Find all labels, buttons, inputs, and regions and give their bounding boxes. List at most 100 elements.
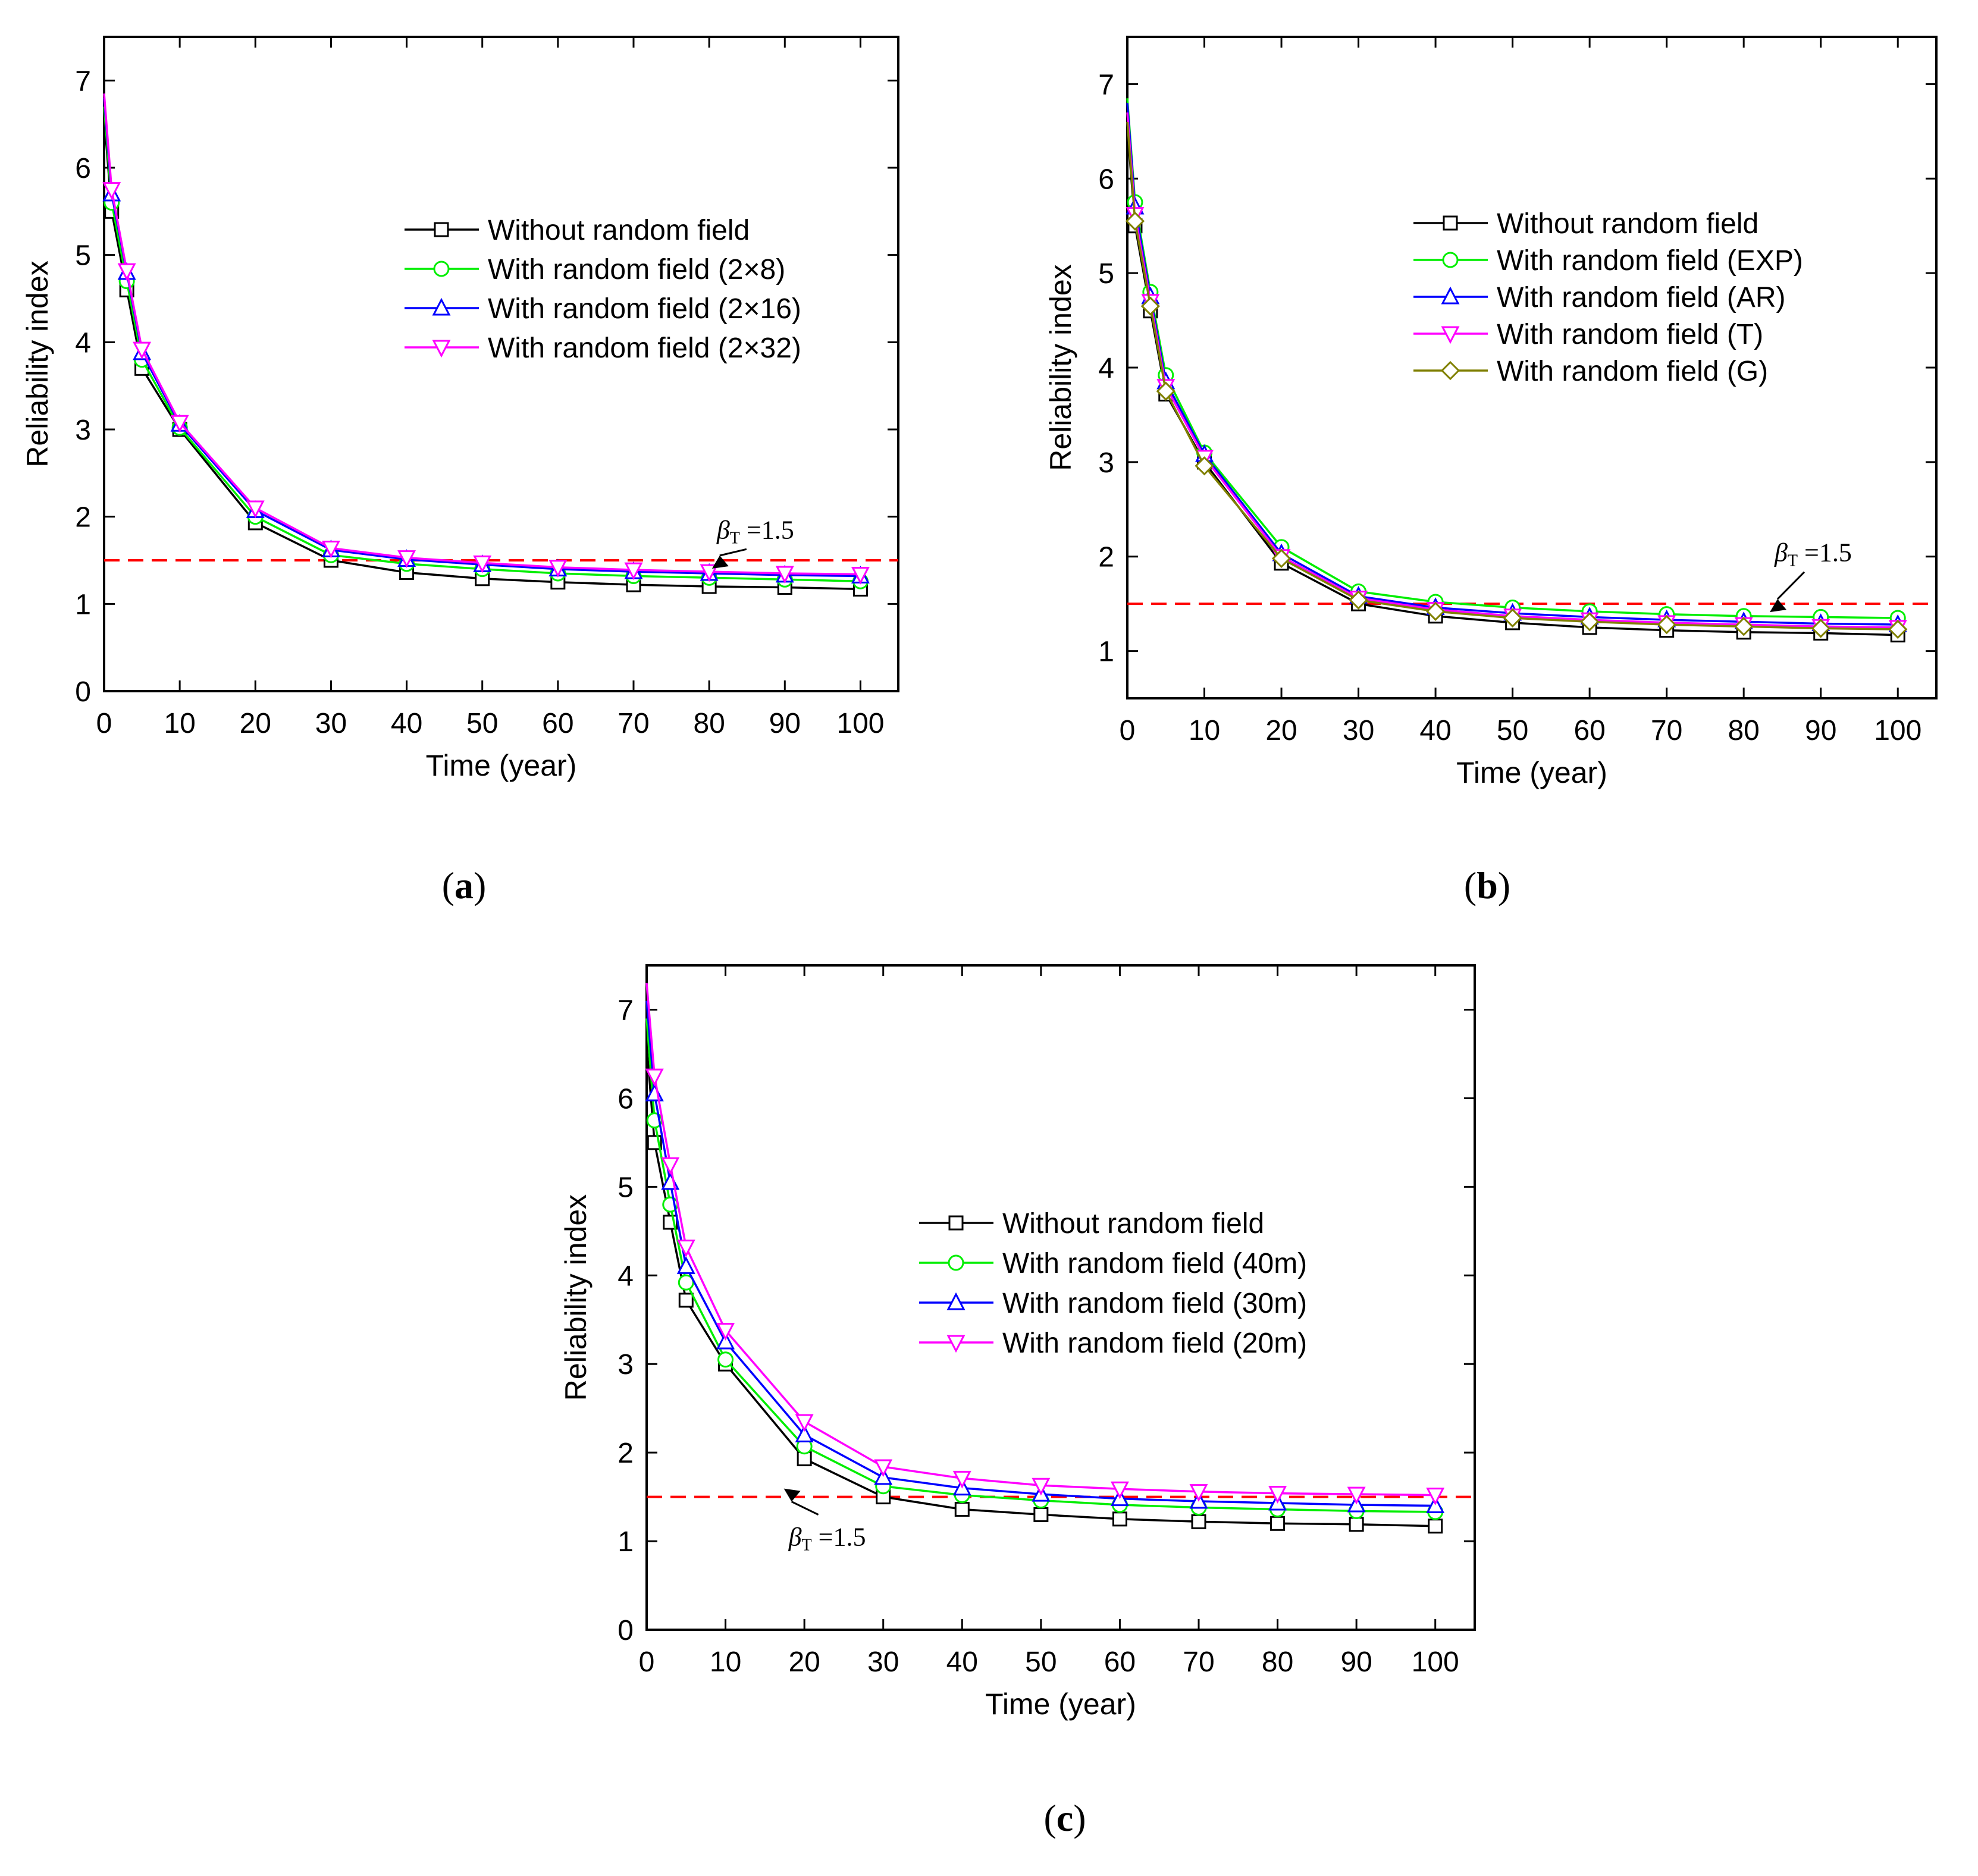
legend-marker [948, 1215, 964, 1231]
annotation-subscript: T [730, 529, 740, 547]
legend-label: With random field (40m) [1002, 1248, 1307, 1279]
legend-entry: Without random field [1413, 208, 1758, 240]
data-point [1811, 619, 1830, 638]
data-point [716, 1323, 735, 1341]
x-tick-label: 80 [693, 708, 725, 739]
legend-label: With random field (20m) [1002, 1328, 1307, 1359]
legend-entry: With random field (2×16) [405, 293, 801, 325]
y-tick-label: 7 [1098, 69, 1114, 101]
legend-label: With random field (EXP) [1497, 245, 1803, 277]
data-point [952, 1470, 971, 1489]
data-point [548, 560, 568, 578]
series-line [645, 1044, 1435, 1527]
caption-letter: a [454, 864, 474, 906]
x-tick-label: 50 [1025, 1646, 1057, 1678]
y-tick-label: 6 [617, 1083, 634, 1115]
x-tick-label: 100 [1412, 1646, 1459, 1678]
annotation-symbol: β [788, 1523, 802, 1552]
legend-marker [1441, 286, 1460, 305]
legend-label: With random field (30m) [1002, 1288, 1307, 1319]
annotation-symbol: β [716, 515, 730, 544]
x-tick-label: 70 [1183, 1646, 1214, 1678]
x-tick-label: 30 [867, 1646, 899, 1678]
legend-label: Without random field [488, 215, 750, 246]
x-tick-label: 10 [1189, 715, 1220, 746]
x-tick-label: 50 [466, 708, 498, 739]
x-tick-label: 10 [710, 1646, 741, 1678]
caption-close: ) [474, 864, 486, 906]
y-tick-label: 3 [617, 1349, 634, 1381]
legend-entry: With random field (2×8) [405, 254, 785, 286]
legend-marker [1443, 215, 1458, 231]
x-tick-label: 20 [240, 708, 271, 739]
legend-entry: With random field (40m) [919, 1248, 1307, 1279]
data-point [1425, 601, 1446, 621]
data-point [170, 415, 189, 433]
panel-caption: (b) [1464, 864, 1510, 906]
series-line [645, 983, 1435, 1497]
data-point [700, 564, 719, 582]
y-tick-label: 0 [75, 676, 91, 708]
x-tick-label: 0 [639, 1646, 655, 1678]
legend-entry: Without random field [919, 1208, 1264, 1240]
x-tick-label: 30 [315, 708, 347, 739]
y-tick-label: 4 [617, 1260, 634, 1292]
x-tick-label: 60 [542, 708, 573, 739]
caption-open: ( [1464, 864, 1477, 906]
data-point [775, 566, 794, 584]
plot-frame [645, 964, 1476, 1631]
y-tick-label: 1 [617, 1526, 634, 1558]
panel-caption: (c) [1043, 1797, 1086, 1839]
caption-letter: c [1057, 1797, 1073, 1839]
legend-marker [432, 297, 451, 316]
series-line [645, 1018, 1435, 1513]
legend-marker [432, 340, 451, 358]
y-tick-label: 2 [75, 502, 91, 534]
data-point [1195, 456, 1214, 476]
chart-panel-0: 0 10 20 30 40 50 60 70 80 90 100 0 1 2 3 4 5 6 7 Time (year… [21, 36, 899, 906]
annotation-arrow [719, 548, 747, 557]
legend-marker [1440, 360, 1460, 381]
x-tick-label: 90 [1340, 1646, 1372, 1678]
data-point [1110, 1481, 1129, 1499]
series-line [103, 115, 861, 591]
data-point [1888, 619, 1908, 639]
y-axis-label: Reliability index [21, 261, 54, 467]
data-point [473, 555, 492, 573]
legend-entry: With random field (20m) [919, 1328, 1307, 1359]
annotation-value: =1.5 [1798, 538, 1852, 567]
caption-open: ( [1043, 1797, 1056, 1839]
data-point [1032, 1477, 1051, 1496]
data-point [1191, 1514, 1206, 1529]
legend-label: Without random field [1497, 208, 1758, 240]
data-point [1033, 1507, 1049, 1522]
x-axis-label: Time (year) [426, 749, 577, 782]
legend-marker [1441, 326, 1460, 344]
x-axis-label: Time (year) [1456, 756, 1607, 789]
x-tick-label: 40 [946, 1646, 978, 1678]
x-tick-label: 0 [96, 708, 112, 739]
legend-label: With random field (2×32) [488, 332, 801, 364]
data-point [1271, 548, 1292, 569]
legend-label: With random field (2×16) [488, 293, 801, 325]
annotation-arrowhead [711, 556, 729, 569]
data-point [1503, 608, 1522, 628]
data-point [1189, 1484, 1208, 1502]
data-point [954, 1501, 970, 1517]
x-tick-label: 60 [1573, 715, 1605, 746]
panel-caption: (a) [442, 864, 487, 906]
series-line [103, 106, 861, 582]
annotation-symbol: β [1774, 538, 1788, 567]
data-point [133, 341, 152, 360]
chart-panel-2: 0 10 20 30 40 50 60 70 80 90 100 0 1 2 3 4 5 6 7 Time (year… [559, 964, 1476, 1839]
data-point [246, 500, 265, 519]
annotation-value: =1.5 [740, 515, 794, 544]
legend-entry: Without random field [405, 215, 750, 246]
x-tick-label: 80 [1728, 715, 1759, 746]
data-point [717, 1351, 734, 1368]
y-tick-label: 3 [75, 415, 91, 446]
x-tick-label: 30 [1343, 715, 1374, 746]
threshold-annotation: βT =1.5 [1774, 538, 1852, 570]
y-tick-label: 5 [617, 1172, 634, 1203]
